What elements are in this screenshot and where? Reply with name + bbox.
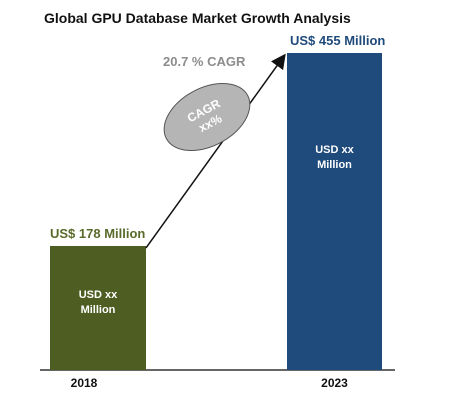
cagr-label: 20.7 % CAGR: [163, 54, 246, 69]
bar-2018: [50, 245, 146, 370]
bar-inner-label: USD xx: [315, 144, 354, 156]
growth-arrow: [145, 53, 286, 249]
cagr-bubble-shape: [163, 83, 251, 151]
value-label-2023: US$ 455 Million: [290, 33, 385, 48]
value-label-2018: US$ 178 Million: [50, 226, 145, 241]
bar-inner-label: USD xx: [79, 289, 118, 301]
bar-2023: [287, 53, 382, 370]
bar-inner-label: Million: [81, 304, 116, 316]
category-label-2023: 2023: [321, 376, 348, 390]
category-label-2018: 2018: [71, 376, 98, 390]
bar-inner-label: Million: [317, 159, 352, 171]
chart-title: Global GPU Database Market Growth Analys…: [44, 10, 351, 26]
